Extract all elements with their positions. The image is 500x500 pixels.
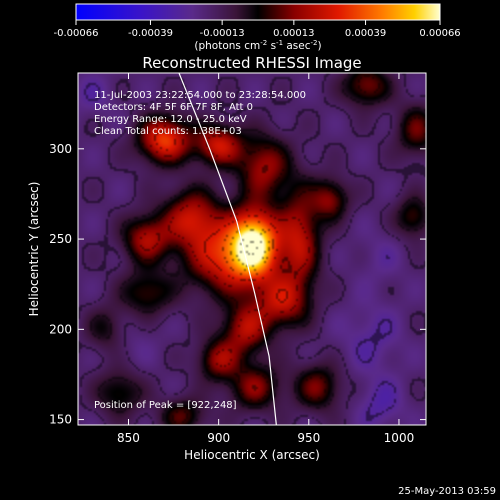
solar-limb-curve xyxy=(178,73,277,425)
x-tick-label: 950 xyxy=(297,431,320,445)
x-tick-label: 850 xyxy=(117,431,140,445)
plot-frame xyxy=(77,72,427,426)
colorbar-gradient xyxy=(75,3,441,21)
colorbar-tick-label: 0.00066 xyxy=(419,28,460,39)
annotation-energy-range: Energy Range: 12.0 - 25.0 keV xyxy=(94,114,247,125)
heatmap-image xyxy=(78,73,426,425)
footer-timestamp: 25-May-2013 03:59 xyxy=(398,486,496,497)
y-axis-label: Heliocentric Y (arcsec) xyxy=(27,182,41,317)
annotation-detectors: Detectors: 4F 5F 6F 7F 8F, Att 0 xyxy=(94,102,253,113)
y-tick-label: 250 xyxy=(49,232,72,246)
annotation-block: 11-Jul-2003 23:22:54.000 to 23:28:54.000… xyxy=(94,90,306,137)
x-tick-label: 1000 xyxy=(384,431,415,445)
colorbar-unit-label: (photons cm-2 s-1 asec-2) xyxy=(194,39,321,52)
x-axis-ticks: 850 900 950 1000 xyxy=(117,73,414,445)
annotation-time-range: 11-Jul-2003 23:22:54.000 to 23:28:54.000 xyxy=(94,90,306,101)
peak-position-label: Position of Peak = [922,248] xyxy=(94,400,237,411)
colorbar-tick-label: 0.00039 xyxy=(345,28,386,39)
colorbar-tick-label: -0.00066 xyxy=(54,28,99,39)
y-tick-label: 150 xyxy=(49,413,72,427)
colorbar: -0.00066 -0.00039 -0.00013 0.00013 0.00039 0.… xyxy=(54,3,461,52)
y-tick-label: 300 xyxy=(49,142,72,156)
y-axis-ticks: 150 200 250 300 xyxy=(49,142,426,427)
colorbar-tick-label: -0.00013 xyxy=(200,28,245,39)
y-tick-label: 200 xyxy=(49,322,72,336)
x-axis-label: Heliocentric X (arcsec) xyxy=(184,448,320,462)
chart-title: Reconstructed RHESSI Image xyxy=(142,54,361,72)
colorbar-ticks: -0.00066 -0.00039 -0.00013 0.00013 0.00039 0.… xyxy=(54,20,461,39)
colorbar-tick-label: -0.00039 xyxy=(128,28,173,39)
annotation-clean-counts: Clean Total counts: 1.38E+03 xyxy=(94,126,242,137)
colorbar-tick-label: 0.00013 xyxy=(273,28,314,39)
x-tick-label: 900 xyxy=(207,431,230,445)
